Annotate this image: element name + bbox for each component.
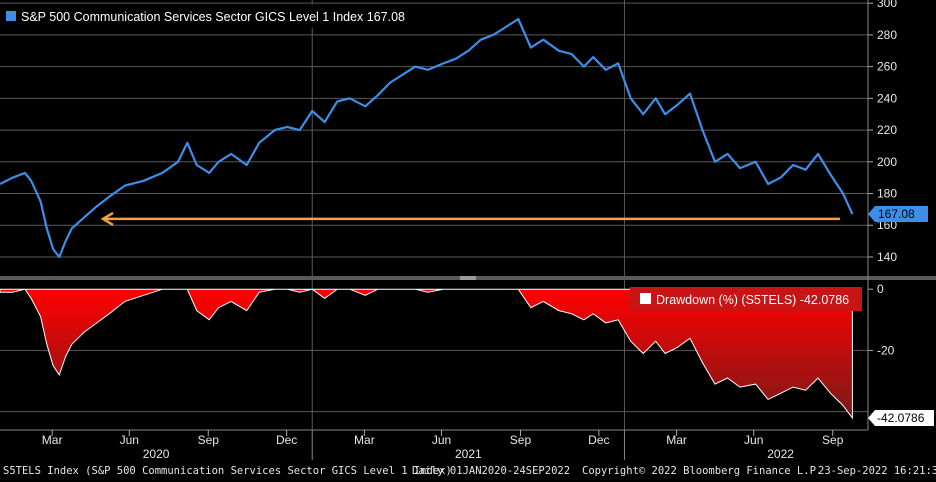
- price-legend-label: S&P 500 Communication Services Sector GI…: [21, 10, 405, 24]
- price-gridlines: [0, 0, 868, 276]
- drawdown-last-value-bg: [868, 409, 934, 426]
- x-year-label: 2022: [767, 447, 794, 461]
- price-last-value-bg: [868, 206, 928, 223]
- drawdown-y-tick-label: -20: [877, 343, 895, 357]
- price-y-tick-label: 200: [877, 155, 897, 169]
- drawdown-legend-swatch: [640, 293, 651, 304]
- footer-security-description: S5TELS Index (S&P 500 Communication Serv…: [3, 465, 452, 477]
- price-series-line: [0, 17, 854, 259]
- price-y-tick-label: 240: [877, 91, 897, 105]
- price-legend-swatch: [6, 11, 16, 21]
- support-arrow-annotation: [100, 211, 840, 226]
- price-legend: S&P 500 Communication Services Sector GI…: [0, 4, 440, 28]
- arrow-head: [100, 211, 114, 226]
- x-tick-label: Dec: [276, 433, 297, 447]
- time-axis: Mar Jun Sep Dec Mar Jun Sep Dec Mar Jun Sep 2020 202…: [0, 429, 868, 461]
- price-y-tick-label: 300: [877, 0, 897, 10]
- x-year-label: 2020: [143, 447, 170, 461]
- drawdown-last-value-text: -42.0786: [877, 411, 925, 425]
- x-tick-label: Mar: [666, 433, 687, 447]
- x-tick-label: Jun: [744, 433, 763, 447]
- x-tick-label: Sep: [198, 433, 220, 447]
- drawdown-y-tick-label: 0: [877, 282, 884, 296]
- drawdown-last-value-tag: -42.0786: [868, 409, 934, 426]
- price-last-value-tag: 167.08: [868, 206, 928, 223]
- drawdown-legend: Drawdown (%) (S5TELS) -42.0786: [630, 287, 862, 311]
- x-tick-label: Sep: [510, 433, 532, 447]
- x-year-label: 2021: [455, 447, 482, 461]
- footer-copyright: Copyright© 2022 Bloomberg Finance L.P.: [582, 465, 823, 477]
- footer-timestamp: 23-Sep-2022 16:21:36: [818, 465, 936, 477]
- price-y-tick-label: 220: [877, 123, 897, 137]
- price-legend-box: [0, 4, 440, 28]
- drawdown-y-axis: 0 -20: [868, 282, 895, 357]
- x-tick-label: Sep: [822, 433, 844, 447]
- drawdown-legend-label: Drawdown (%) (S5TELS) -42.0786: [656, 293, 849, 307]
- x-tick-label: Mar: [354, 433, 375, 447]
- price-y-tick-label: 280: [877, 28, 897, 42]
- panel-divider-handle[interactable]: [460, 276, 476, 280]
- price-plot-area: [0, 0, 868, 276]
- x-tick-label: Jun: [432, 433, 451, 447]
- price-y-tick-label: 260: [877, 60, 897, 74]
- footer-date-range: Daily 01JAN2020-24SEP2022: [412, 465, 571, 477]
- footer-bar: S5TELS Index (S&P 500 Communication Serv…: [0, 462, 936, 482]
- price-last-value-text: 167.08: [878, 207, 915, 221]
- price-y-tick-label: 140: [877, 250, 897, 264]
- drawdown-panel: 0 -20 -42.0786 Drawdown (%) (S5TELS) -42.…: [0, 280, 934, 430]
- x-tick-label: Dec: [588, 433, 609, 447]
- x-tick-label: Jun: [120, 433, 139, 447]
- drawdown-area: [0, 288, 853, 420]
- price-y-tick-label: 180: [877, 187, 897, 201]
- drawdown-legend-box: [630, 287, 862, 311]
- x-tick-label: Mar: [42, 433, 63, 447]
